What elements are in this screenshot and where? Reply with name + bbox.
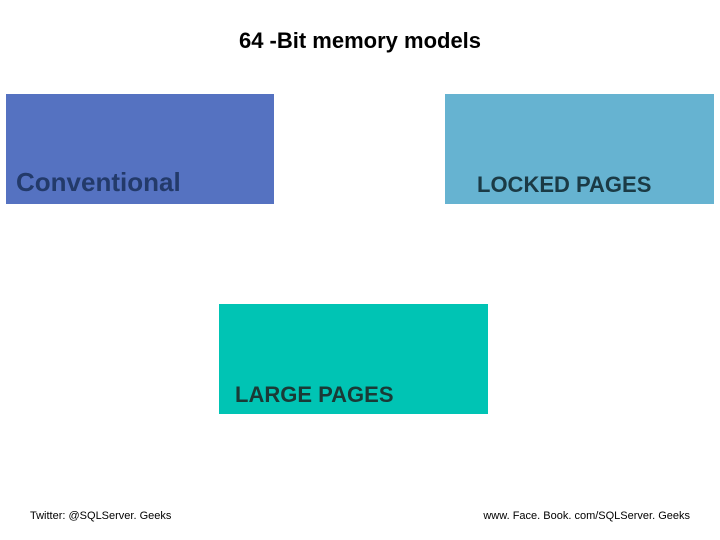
footer-twitter: Twitter: @SQLServer. Geeks: [30, 510, 171, 522]
box-conventional-label: Conventional: [16, 167, 181, 198]
slide: 64 -Bit memory models Conventional LOCKE…: [0, 0, 720, 540]
box-locked-pages-label: LOCKED PAGES: [477, 172, 651, 198]
footer-facebook: www. Face. Book. com/SQLServer. Geeks: [483, 510, 690, 522]
box-large-pages-label: LARGE PAGES: [235, 382, 394, 408]
box-large-pages: LARGE PAGES: [219, 304, 488, 414]
box-conventional: Conventional: [6, 94, 274, 204]
page-title: 64 -Bit memory models: [0, 28, 720, 54]
box-locked-pages: LOCKED PAGES: [445, 94, 714, 204]
